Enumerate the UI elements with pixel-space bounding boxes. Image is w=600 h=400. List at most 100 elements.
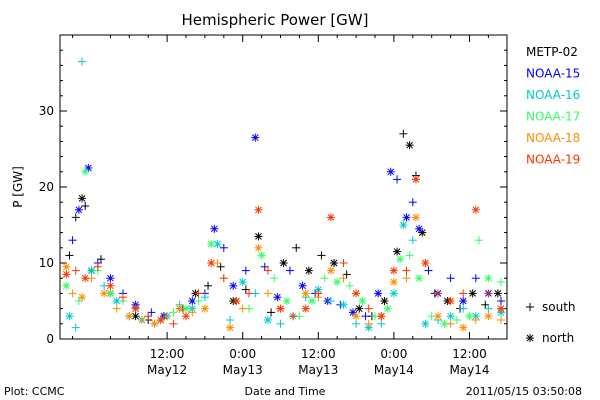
point-noaa-16-north [65, 312, 74, 321]
point-noaa-15-north [386, 167, 395, 176]
point-noaa-19-south [245, 289, 253, 298]
legend-noaa-15: NOAA-15 [526, 67, 580, 81]
point-noaa-16-south [78, 57, 87, 66]
point-noaa-19-south [219, 274, 228, 283]
marker-legend-south: south [526, 300, 576, 314]
point-noaa-18-south [188, 308, 197, 317]
point-noaa-18-north [150, 319, 159, 328]
x-tick-date: May13 [223, 363, 263, 377]
x-axis-label: Date and Time [245, 385, 326, 398]
point-noaa-17-north [81, 167, 90, 176]
point-noaa-18-north [484, 312, 493, 321]
point-noaa-17-south [474, 236, 483, 245]
point-noaa-15-south [285, 266, 294, 275]
x-tick-date: May14 [374, 363, 414, 377]
point-metp-02-north [279, 259, 288, 267]
point-noaa-18-south [112, 304, 121, 313]
point-noaa-16-south [200, 293, 209, 302]
point-noaa-18-south [471, 316, 480, 324]
point-metp-02-north [254, 232, 263, 241]
legend-noaa-16: NOAA-16 [526, 88, 580, 102]
point-noaa-15-south [408, 198, 417, 207]
point-noaa-18-south [68, 289, 77, 298]
point-noaa-17-north [257, 251, 266, 260]
point-noaa-18-north [175, 304, 184, 313]
x-tick-time: 0:00 [229, 347, 256, 361]
point-noaa-19-south [459, 289, 468, 298]
point-noaa-17-south [194, 297, 203, 305]
point-noaa-16-north [399, 221, 408, 229]
point-noaa-18-north [389, 278, 398, 286]
point-noaa-19-south [314, 289, 323, 298]
point-noaa-16-south [226, 316, 235, 324]
marker-legend-south-label: south [542, 300, 576, 314]
point-noaa-18-south [402, 274, 411, 283]
point-noaa-17-south [345, 281, 354, 290]
legend-noaa-18: NOAA-18 [526, 131, 580, 145]
point-noaa-19-north [471, 205, 480, 214]
point-noaa-18-north [434, 312, 442, 321]
x-tick-date: May12 [147, 363, 187, 377]
point-noaa-15-south [393, 175, 402, 184]
point-noaa-19-north [446, 297, 455, 305]
point-noaa-15-south [497, 297, 505, 305]
point-noaa-19-north [411, 175, 420, 184]
point-noaa-17-north [358, 297, 367, 305]
point-noaa-19-north [326, 213, 335, 222]
point-noaa-17-south [270, 274, 279, 283]
point-noaa-17-south [497, 278, 505, 286]
legend-noaa-19: NOAA-19 [526, 153, 580, 167]
point-noaa-18-north [200, 304, 209, 313]
point-noaa-19-south [169, 319, 178, 328]
point-metp-02-south [267, 308, 276, 317]
point-metp-02-south [317, 251, 326, 260]
x-axis: 12:00 May12 0:00 May13 12:00 May13 0:00 May14 12… [72, 35, 490, 377]
point-metp-02-south [204, 281, 213, 290]
point-noaa-17-south [452, 316, 461, 324]
point-metp-02-north [355, 304, 364, 313]
point-noaa-17-north [465, 312, 474, 321]
point-noaa-17-north [282, 297, 291, 305]
point-noaa-17-south [169, 308, 178, 317]
point-noaa-19-north [207, 259, 216, 267]
point-noaa-16-south [408, 236, 417, 245]
point-noaa-17-north [333, 278, 342, 286]
point-noaa-18-north [226, 323, 235, 332]
data-points [62, 57, 505, 332]
point-noaa-18-north [62, 262, 71, 271]
point-noaa-16-south [71, 323, 80, 332]
point-noaa-16-south [377, 319, 386, 328]
marker-legend-north: north [526, 331, 574, 345]
point-noaa-18-south [238, 304, 247, 313]
y-tick-label: 30 [39, 104, 54, 118]
point-metp-02-south [71, 213, 80, 222]
point-noaa-18-north [78, 293, 87, 302]
point-noaa-18-north [326, 266, 335, 275]
point-noaa-19-north [106, 281, 115, 290]
point-noaa-17-north [484, 274, 493, 283]
point-noaa-18-north [459, 323, 468, 332]
point-metp-02-south [399, 129, 408, 138]
point-metp-02-north [380, 297, 389, 305]
point-noaa-17-north [383, 304, 392, 313]
point-noaa-19-north [156, 316, 165, 324]
point-metp-02-north [330, 259, 339, 267]
point-noaa-19-north [389, 266, 398, 275]
point-noaa-18-north [352, 312, 361, 321]
point-metp-02-north [304, 266, 313, 275]
point-noaa-15-north [374, 289, 383, 298]
point-noaa-19-north [276, 304, 285, 313]
point-noaa-18-north [100, 289, 109, 298]
point-noaa-16-north [112, 297, 121, 305]
point-noaa-16-north [446, 312, 455, 321]
point-noaa-15-north [229, 281, 238, 290]
point-noaa-17-north [440, 319, 449, 328]
point-noaa-15-north [273, 293, 282, 302]
point-noaa-17-north [308, 297, 316, 305]
plus-marker-icon [526, 303, 534, 311]
marker-legend-north-label: north [542, 331, 574, 345]
point-noaa-19-north [81, 274, 90, 283]
point-noaa-19-south [93, 262, 102, 271]
point-noaa-19-south [364, 304, 373, 313]
